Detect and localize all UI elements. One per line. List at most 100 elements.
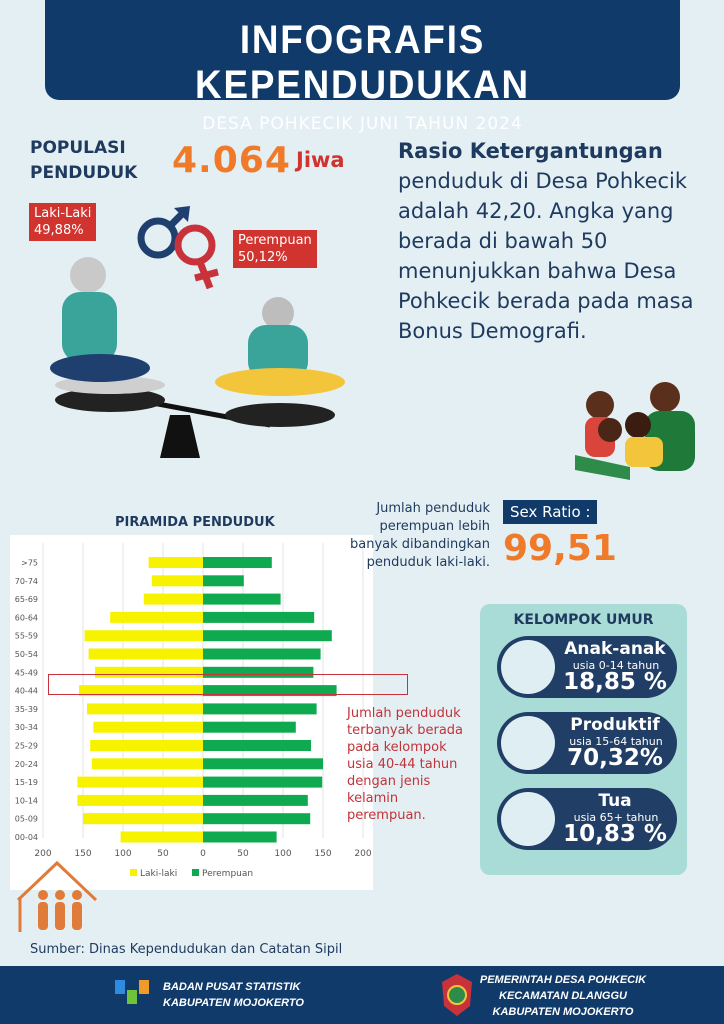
y-tick-label: 30-34: [15, 723, 38, 732]
y-tick-label: 35-39: [15, 705, 38, 714]
pyramid-annotation: Jumlah penduduk terbanyak berada pada ke…: [347, 706, 463, 823]
dependency-ratio-text: Rasio Ketergantungan penduduk di Desa Po…: [398, 136, 698, 346]
sex-ratio-value: 99,51: [503, 528, 617, 569]
footer-right-line2: KECAMATAN DLANGGU: [499, 990, 627, 1002]
dependency-ratio-title: Rasio Ketergantungan: [398, 139, 663, 163]
y-tick-label: 10-14: [15, 796, 38, 805]
bar-male: [88, 648, 203, 660]
y-tick-label: 25-29: [15, 742, 38, 751]
y-tick-label: 65-69: [15, 595, 38, 604]
x-tick-label: 150: [314, 849, 331, 859]
bar-male: [79, 685, 203, 697]
bar-male: [77, 794, 203, 806]
bar-male: [90, 740, 203, 751]
y-tick-label: 55-59: [15, 632, 38, 641]
bps-logo-icon: [115, 980, 149, 1004]
source-note: Sumber: Dinas Kependudukan dan Catatan S…: [30, 942, 343, 957]
bar-female: [203, 666, 314, 678]
x-tick-label: 200: [34, 849, 51, 859]
bar-male: [120, 831, 203, 843]
population-pyramid-chart: 200 150 100 50 0 50 100 150 200 >75 70-74 65-69 60-6…: [10, 535, 373, 890]
population-value: 4.064: [172, 140, 291, 181]
group-age: usia 0-14 tahun: [572, 659, 660, 672]
legend-label: Laki-laki: [140, 869, 177, 879]
population-label-line1: POPULASI: [30, 138, 126, 158]
family-reading-illustration: [575, 382, 695, 480]
regency-emblem-icon: [442, 974, 472, 1016]
bar-female: [203, 648, 321, 660]
bar-male: [83, 813, 203, 825]
y-tick-label: 60-64: [15, 613, 38, 622]
bar-female: [203, 630, 332, 642]
group-name: Tua: [598, 791, 632, 811]
bar-female: [203, 593, 281, 605]
pyramid-title: PIRAMIDA PENDUDUK: [115, 515, 275, 530]
x-tick-label: 50: [157, 849, 169, 859]
bar-female: [203, 831, 277, 843]
male-label: Laki-Laki: [34, 206, 92, 221]
bar-male: [151, 575, 203, 587]
sex-ratio-note: Jumlah penduduk perempuan lebih banyak d…: [350, 501, 490, 570]
bar-male: [84, 630, 203, 642]
pyramid-svg: 200 150 100 50 0 50 100 150 200 >75 70-74 65-69 60-6…: [15, 543, 372, 879]
age-group-elderly: Tua usia 65+ tahun 10,83 %: [497, 788, 677, 850]
y-tick-label: >75: [21, 559, 38, 568]
bar-female: [203, 813, 311, 825]
header-banner: INFOGRAFIS KEPENDUDUKAN DESA POHKECIK JU…: [45, 0, 680, 134]
page-title: INFOGRAFIS KEPENDUDUKAN: [195, 18, 530, 107]
footer-left-line2: KABUPATEN MOJOKERTO: [163, 997, 304, 1009]
population-label: POPULASI PENDUDUK: [30, 136, 137, 186]
female-tag: Perempuan 50,12%: [233, 230, 317, 268]
female-pct: 50,12%: [238, 250, 288, 265]
group-age: usia 65+ tahun: [573, 811, 659, 824]
bar-female: [203, 575, 244, 587]
group-pct: 70,32%: [567, 745, 663, 771]
y-tick-label: 00-04: [15, 833, 38, 842]
footer: BADAN PUSAT STATISTIK KABUPATEN MOJOKERT…: [0, 966, 724, 1024]
y-tick-label: 05-09: [15, 815, 38, 824]
bar-female: [203, 685, 337, 697]
adult-avatar-icon: [501, 716, 555, 770]
x-tick-label: 0: [200, 849, 206, 859]
elderly-avatar-icon: [501, 792, 555, 846]
y-tick-label: 50-54: [15, 650, 38, 659]
sex-ratio-label: Sex Ratio :: [503, 500, 598, 524]
footer-right-line3: KABUPATEN MOJOKERTO: [492, 1006, 634, 1018]
x-tick-label: 150: [74, 849, 91, 859]
village-text: PEMERINTAH DESA POHKECIK KECAMATAN DLANG…: [478, 972, 648, 1020]
age-group-panel: KELOMPOK UMUR Anak-anak usia 0-14 tahun …: [480, 604, 687, 875]
y-tick-label: 70-74: [15, 577, 38, 586]
female-label: Perempuan: [238, 233, 312, 248]
male-tag: Laki-Laki 49,88%: [29, 203, 97, 241]
x-tick-label: 50: [237, 849, 249, 859]
bar-male: [93, 721, 203, 733]
bps-text: BADAN PUSAT STATISTIK KABUPATEN MOJOKERT…: [163, 979, 304, 1011]
page-subtitle: DESA POHKECIK JUNI TAHUN 2024: [202, 114, 523, 134]
bar-female: [203, 721, 296, 733]
bar-male: [77, 776, 203, 788]
bar-male: [143, 593, 203, 605]
y-tick-label: 40-44: [15, 687, 38, 696]
bar-female: [203, 758, 323, 770]
bar-female: [203, 611, 315, 623]
bar-male: [91, 758, 203, 770]
legend-swatch: [192, 869, 199, 876]
population-unit: Jiwa: [296, 148, 345, 172]
group-name: Anak-anak: [564, 639, 666, 659]
bar-male: [148, 557, 203, 568]
x-tick-label: 200: [354, 849, 371, 859]
group-age: usia 15-64 tahun: [569, 735, 663, 748]
y-tick-label: 20-24: [15, 760, 38, 769]
age-group-children: Anak-anak usia 0-14 tahun 18,85 %: [497, 636, 677, 698]
y-tick-label: 15-19: [15, 778, 38, 787]
footer-right-line1: PEMERINTAH DESA POHKECIK: [479, 974, 647, 986]
bar-female: [203, 794, 308, 806]
x-tick-label: 100: [114, 849, 131, 859]
male-pct: 49,88%: [34, 223, 84, 238]
bar-female: [203, 776, 323, 788]
footer-left-line1: BADAN PUSAT STATISTIK: [163, 981, 301, 993]
legend-label: Perempuan: [202, 869, 253, 879]
group-pct: 10,83 %: [563, 821, 667, 847]
bar-male: [95, 666, 203, 678]
highlight-box-40-44: [48, 674, 408, 695]
